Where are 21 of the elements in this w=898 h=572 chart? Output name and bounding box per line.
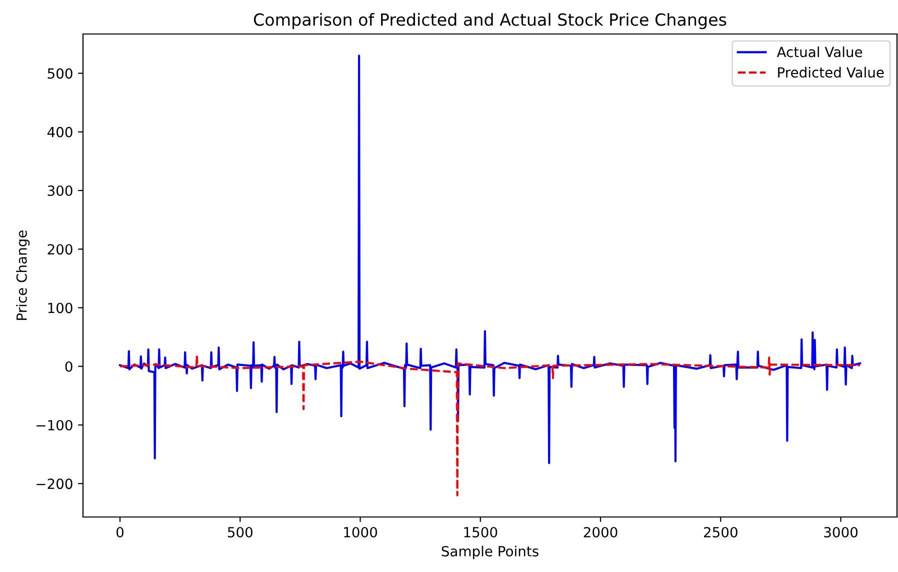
y-tick-label: 0 [65,361,72,372]
x-tick-label: 1500 [464,526,498,538]
y-tick-label: 100 [48,302,72,314]
y-tick-label: −100 [36,420,72,430]
y-tick-label: 300 [48,185,72,196]
x-tick-label: 2000 [584,526,618,538]
legend-label: Predicted Value [778,66,884,78]
chart-title: Comparison of Predicted and Actual Stock Price Changes [254,13,726,30]
y-tick-label: 200 [48,244,72,255]
y-tick-label: −200 [36,478,72,490]
y-axis-title: Price Change [16,230,30,320]
legend-label: Actual Value [776,46,862,58]
x-tick-label: 1000 [344,526,378,538]
y-tick-label: 400 [47,126,72,138]
x-tick-label: 0 [116,526,124,538]
x-tick-label: 3000 [824,526,858,538]
x-axis-title: Sample Points [442,546,538,560]
x-tick-label: 500 [228,526,252,538]
line-series [118,354,862,496]
x-tick-label: 2500 [704,526,738,538]
y-tick-label: 500 [48,68,72,79]
